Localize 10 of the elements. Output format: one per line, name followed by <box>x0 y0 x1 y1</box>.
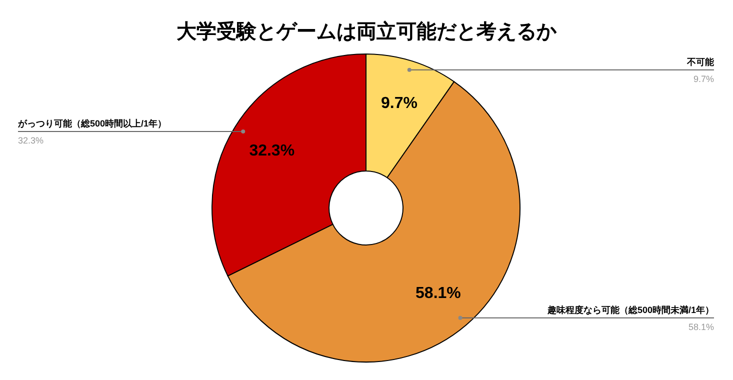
text: 9.7% <box>693 74 714 84</box>
chart-title: 大学受験とゲームは両立可能だと考えるか <box>176 20 558 43</box>
slice-label: 趣味程度なら可能（総500時間未満/1年） <box>546 304 714 315</box>
data-label: 9.7% <box>381 95 418 112</box>
text: 32.3% <box>18 135 44 146</box>
data-label: 32.3% <box>249 142 295 160</box>
text: 58.1% <box>688 322 714 332</box>
slice-label: 不可能 <box>686 56 715 67</box>
data-label: 58.1% <box>416 285 461 302</box>
slice-label: がっつり可能（総500時間以上/1年） <box>17 118 167 128</box>
